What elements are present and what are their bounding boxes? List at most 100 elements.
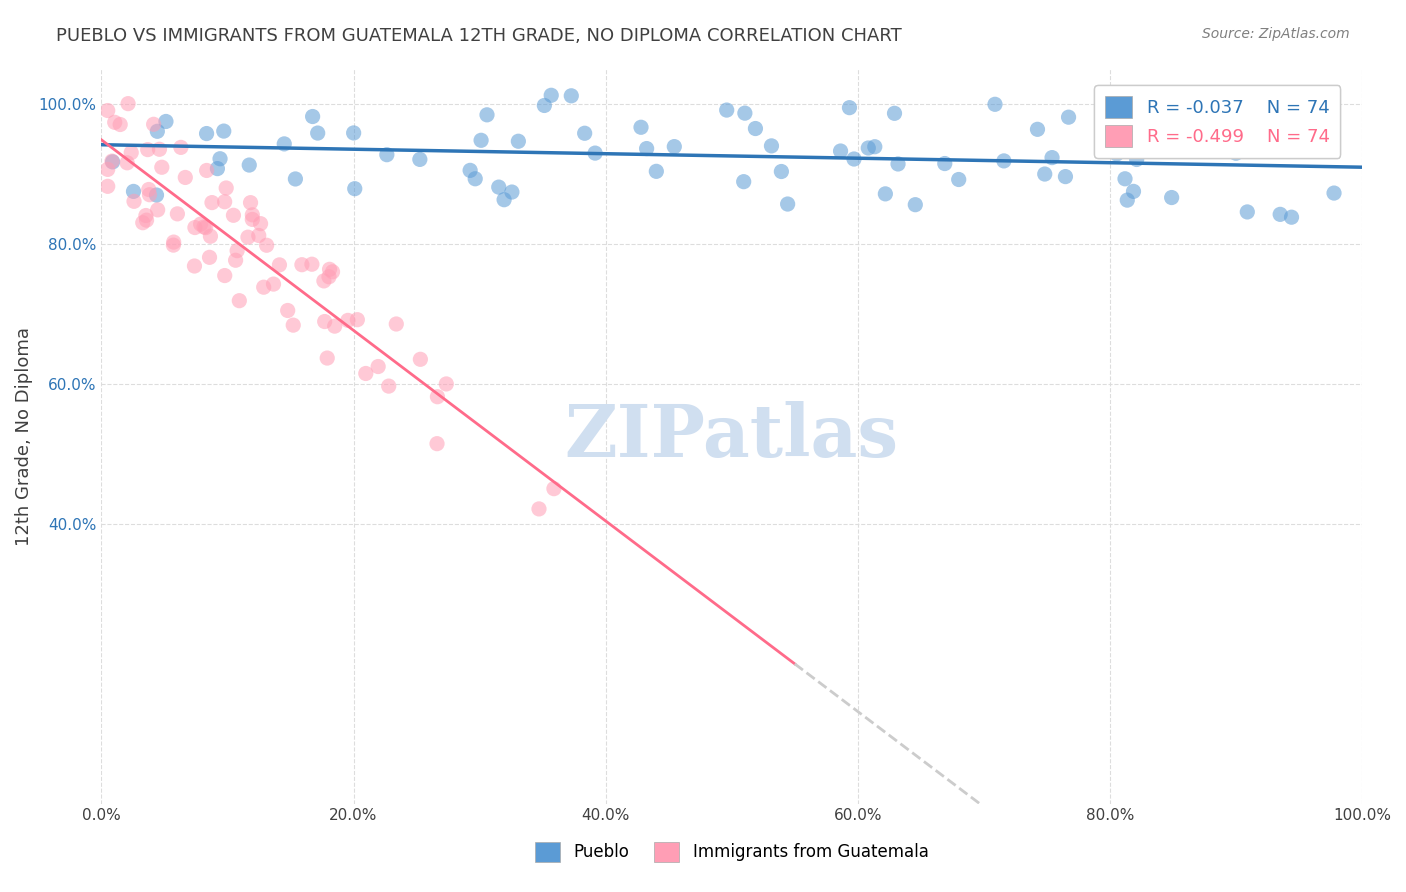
Point bbox=[744, 121, 766, 136]
Point bbox=[993, 153, 1015, 168]
Point bbox=[138, 182, 160, 196]
Point bbox=[1054, 169, 1077, 184]
Text: Source: ZipAtlas.com: Source: ZipAtlas.com bbox=[1202, 27, 1350, 41]
Point bbox=[238, 158, 260, 172]
Point bbox=[226, 244, 249, 258]
Point bbox=[97, 162, 120, 177]
Point bbox=[426, 390, 449, 404]
Point bbox=[240, 208, 263, 222]
Point bbox=[501, 185, 523, 199]
Point bbox=[162, 238, 184, 252]
Y-axis label: 12th Grade, No Diploma: 12th Grade, No Diploma bbox=[15, 326, 32, 546]
Point bbox=[104, 115, 127, 129]
Point bbox=[239, 195, 262, 210]
Point bbox=[527, 502, 550, 516]
Point bbox=[214, 268, 236, 283]
Point bbox=[508, 134, 530, 148]
Point bbox=[222, 208, 245, 222]
Point bbox=[301, 110, 323, 124]
Point bbox=[163, 235, 186, 249]
Point bbox=[284, 172, 307, 186]
Point bbox=[312, 274, 335, 288]
Point bbox=[201, 195, 224, 210]
Point bbox=[664, 139, 686, 153]
Point bbox=[494, 193, 516, 207]
Point bbox=[1236, 205, 1258, 219]
Point bbox=[236, 230, 259, 244]
Point bbox=[733, 175, 755, 189]
Point bbox=[207, 161, 229, 176]
Point bbox=[540, 88, 562, 103]
Point bbox=[645, 164, 668, 178]
Text: ZIPatlas: ZIPatlas bbox=[565, 401, 898, 472]
Point bbox=[574, 126, 596, 140]
Point bbox=[1105, 147, 1128, 161]
Point bbox=[198, 250, 221, 264]
Point bbox=[307, 126, 329, 140]
Point bbox=[887, 157, 910, 171]
Point bbox=[256, 238, 278, 252]
Point bbox=[269, 258, 291, 272]
Point bbox=[135, 209, 157, 223]
Point bbox=[138, 187, 160, 202]
Point bbox=[132, 216, 155, 230]
Point bbox=[101, 154, 124, 169]
Point bbox=[863, 139, 886, 153]
Point bbox=[277, 303, 299, 318]
Point bbox=[183, 259, 205, 273]
Point bbox=[145, 188, 167, 202]
Point bbox=[630, 120, 652, 135]
Point bbox=[249, 217, 271, 231]
Point bbox=[343, 182, 366, 196]
Point bbox=[470, 133, 492, 147]
Point bbox=[377, 379, 399, 393]
Point bbox=[136, 143, 159, 157]
Point bbox=[214, 194, 236, 209]
Text: PUEBLO VS IMMIGRANTS FROM GUATEMALA 12TH GRADE, NO DIPLOMA CORRELATION CHART: PUEBLO VS IMMIGRANTS FROM GUATEMALA 12TH… bbox=[56, 27, 903, 45]
Point bbox=[174, 170, 197, 185]
Point bbox=[108, 118, 131, 132]
Point bbox=[636, 142, 658, 156]
Point bbox=[904, 197, 927, 211]
Point bbox=[458, 163, 481, 178]
Point bbox=[354, 367, 377, 381]
Point bbox=[1033, 167, 1056, 181]
Point bbox=[1116, 193, 1139, 207]
Point bbox=[212, 124, 235, 138]
Point bbox=[1057, 110, 1080, 124]
Point bbox=[190, 217, 212, 231]
Point bbox=[464, 171, 486, 186]
Legend: R = -0.037    N = 74, R = -0.499    N = 74: R = -0.037 N = 74, R = -0.499 N = 74 bbox=[1094, 85, 1340, 158]
Point bbox=[120, 145, 142, 160]
Point bbox=[1225, 146, 1247, 161]
Point bbox=[409, 352, 432, 367]
Point bbox=[475, 108, 498, 122]
Point bbox=[316, 351, 339, 365]
Point bbox=[97, 179, 120, 194]
Point bbox=[283, 318, 305, 333]
Point bbox=[97, 103, 120, 118]
Point bbox=[155, 114, 177, 128]
Point bbox=[193, 219, 215, 234]
Point bbox=[948, 172, 970, 186]
Point bbox=[367, 359, 389, 374]
Point bbox=[146, 202, 169, 217]
Point bbox=[1114, 171, 1136, 186]
Point bbox=[194, 220, 217, 235]
Point bbox=[1323, 186, 1346, 200]
Point bbox=[875, 186, 897, 201]
Point bbox=[166, 207, 188, 221]
Point bbox=[273, 136, 295, 151]
Point bbox=[838, 101, 860, 115]
Point bbox=[170, 140, 193, 154]
Point bbox=[1270, 207, 1292, 221]
Point bbox=[184, 220, 207, 235]
Point bbox=[263, 277, 285, 291]
Point bbox=[318, 269, 340, 284]
Point bbox=[247, 228, 270, 243]
Point bbox=[209, 152, 232, 166]
Point bbox=[228, 293, 250, 308]
Point bbox=[253, 280, 276, 294]
Point bbox=[375, 147, 398, 161]
Point bbox=[314, 314, 336, 328]
